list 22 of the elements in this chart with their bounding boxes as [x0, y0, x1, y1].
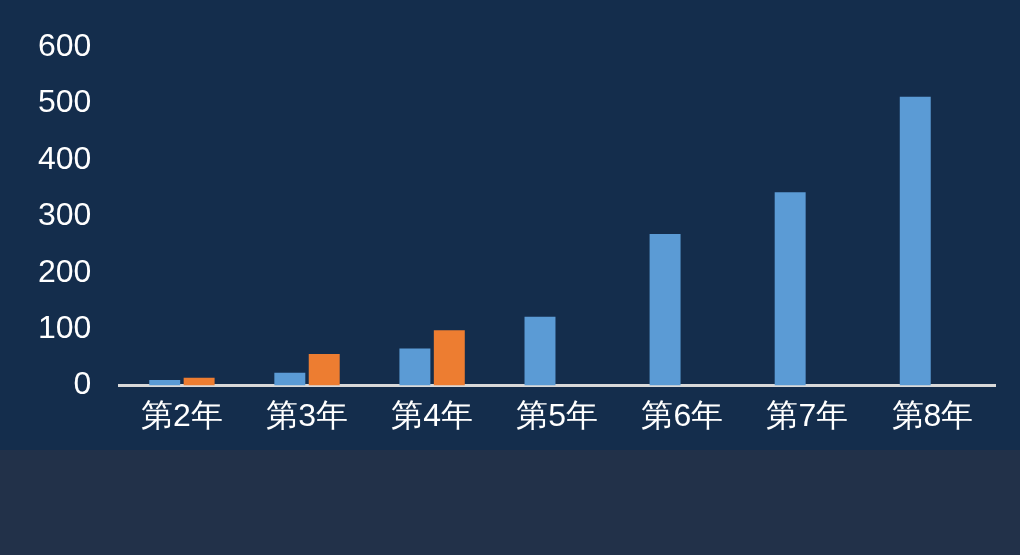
bar [274, 372, 306, 386]
x-tick-label: 第5年 [516, 396, 599, 433]
x-tick-label: 第3年 [266, 396, 348, 433]
y-tick-label: 400 [38, 139, 92, 176]
x-tick-label: 第4年 [391, 396, 474, 433]
bar [524, 316, 556, 386]
y-tick-label: 200 [38, 252, 92, 289]
x-tick-label: 第2年 [141, 396, 223, 433]
y-tick-label: 600 [38, 27, 92, 64]
x-tick-label: 第8年 [891, 396, 974, 433]
y-tick-label: 500 [38, 83, 92, 120]
bar [308, 354, 340, 386]
bar [433, 330, 465, 386]
bar [899, 96, 931, 386]
y-tick-label: 100 [38, 309, 92, 346]
x-tick-label: 第7年 [766, 396, 849, 433]
bar [399, 348, 431, 386]
bar [774, 192, 806, 386]
y-tick-label: 0 [73, 365, 92, 402]
y-tick-label: 300 [38, 196, 92, 233]
bar [649, 233, 681, 386]
x-tick-label: 第6年 [641, 396, 724, 433]
